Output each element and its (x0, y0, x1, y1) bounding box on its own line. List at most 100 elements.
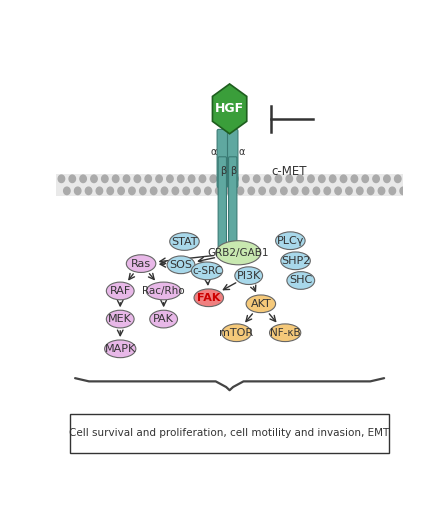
Circle shape (134, 175, 141, 183)
Text: β: β (220, 167, 226, 176)
Text: PAK: PAK (153, 314, 174, 324)
Ellipse shape (246, 295, 276, 313)
Ellipse shape (170, 233, 199, 251)
Text: Rac/Rho: Rac/Rho (142, 286, 185, 296)
Text: GRB2/GAB1: GRB2/GAB1 (207, 248, 269, 258)
Text: AKT: AKT (250, 299, 271, 309)
Circle shape (383, 175, 390, 183)
Ellipse shape (215, 241, 261, 265)
Circle shape (96, 187, 103, 195)
Ellipse shape (191, 262, 223, 280)
Text: MAPK: MAPK (104, 344, 136, 354)
Circle shape (210, 175, 216, 183)
Text: NF-κB: NF-κB (270, 328, 301, 338)
Ellipse shape (150, 310, 177, 328)
Circle shape (243, 175, 249, 183)
Circle shape (237, 187, 244, 195)
Circle shape (367, 187, 374, 195)
Circle shape (308, 175, 314, 183)
Text: c-SRC: c-SRC (192, 266, 222, 276)
Circle shape (351, 175, 358, 183)
Circle shape (389, 187, 396, 195)
Circle shape (275, 175, 282, 183)
Circle shape (199, 175, 206, 183)
Circle shape (221, 175, 228, 183)
Text: α: α (211, 147, 217, 157)
FancyBboxPatch shape (218, 157, 227, 257)
Ellipse shape (146, 282, 181, 300)
Ellipse shape (106, 310, 134, 328)
Text: FAK: FAK (197, 293, 220, 303)
Circle shape (378, 187, 385, 195)
Circle shape (107, 187, 113, 195)
Circle shape (118, 187, 125, 195)
Text: Cell survival and proliferation, cell motility and invasion, EMT: Cell survival and proliferation, cell mo… (69, 429, 390, 438)
Circle shape (145, 175, 151, 183)
Text: β: β (230, 167, 237, 176)
Ellipse shape (281, 252, 310, 270)
Circle shape (64, 187, 70, 195)
Circle shape (313, 187, 319, 195)
Bar (56, 174, 403, 196)
Circle shape (102, 175, 108, 183)
Text: mTOR: mTOR (220, 328, 254, 338)
FancyBboxPatch shape (228, 129, 238, 187)
Circle shape (340, 175, 347, 183)
Text: RAF: RAF (110, 286, 131, 296)
Circle shape (172, 187, 179, 195)
Text: SOS: SOS (169, 260, 193, 270)
Circle shape (302, 187, 309, 195)
Circle shape (286, 175, 293, 183)
Circle shape (215, 187, 222, 195)
Circle shape (140, 187, 146, 195)
Circle shape (183, 187, 190, 195)
Text: Ras: Ras (131, 258, 151, 269)
Circle shape (259, 187, 265, 195)
Circle shape (123, 175, 130, 183)
Circle shape (395, 175, 401, 183)
Circle shape (161, 187, 168, 195)
Circle shape (151, 187, 157, 195)
Circle shape (205, 187, 211, 195)
Circle shape (85, 187, 92, 195)
Circle shape (270, 187, 276, 195)
Circle shape (373, 175, 379, 183)
Ellipse shape (194, 289, 224, 306)
Circle shape (167, 175, 173, 183)
Ellipse shape (235, 267, 263, 284)
Circle shape (74, 187, 81, 195)
Circle shape (129, 187, 135, 195)
Circle shape (400, 187, 406, 195)
Circle shape (58, 175, 65, 183)
Text: c-MET: c-MET (271, 164, 307, 177)
Circle shape (264, 175, 271, 183)
Text: PI3K: PI3K (237, 271, 261, 281)
Text: PLCγ: PLCγ (277, 236, 304, 246)
Circle shape (189, 175, 195, 183)
Circle shape (324, 187, 331, 195)
Bar (70, 414, 389, 453)
Ellipse shape (287, 271, 314, 289)
Ellipse shape (270, 324, 301, 341)
Circle shape (194, 187, 200, 195)
Circle shape (232, 175, 238, 183)
Circle shape (297, 175, 303, 183)
Circle shape (280, 187, 287, 195)
Text: MEK: MEK (108, 314, 132, 324)
Ellipse shape (222, 324, 251, 341)
Text: SHP2: SHP2 (281, 256, 310, 266)
FancyBboxPatch shape (217, 129, 228, 187)
Circle shape (362, 175, 368, 183)
Text: SHC: SHC (289, 276, 312, 286)
Circle shape (226, 187, 233, 195)
FancyBboxPatch shape (228, 157, 237, 257)
Ellipse shape (106, 282, 134, 300)
Circle shape (248, 187, 254, 195)
Circle shape (177, 175, 184, 183)
Circle shape (69, 175, 76, 183)
Circle shape (80, 175, 86, 183)
Circle shape (346, 187, 352, 195)
Circle shape (112, 175, 119, 183)
Text: STAT: STAT (171, 236, 198, 246)
Circle shape (357, 187, 363, 195)
